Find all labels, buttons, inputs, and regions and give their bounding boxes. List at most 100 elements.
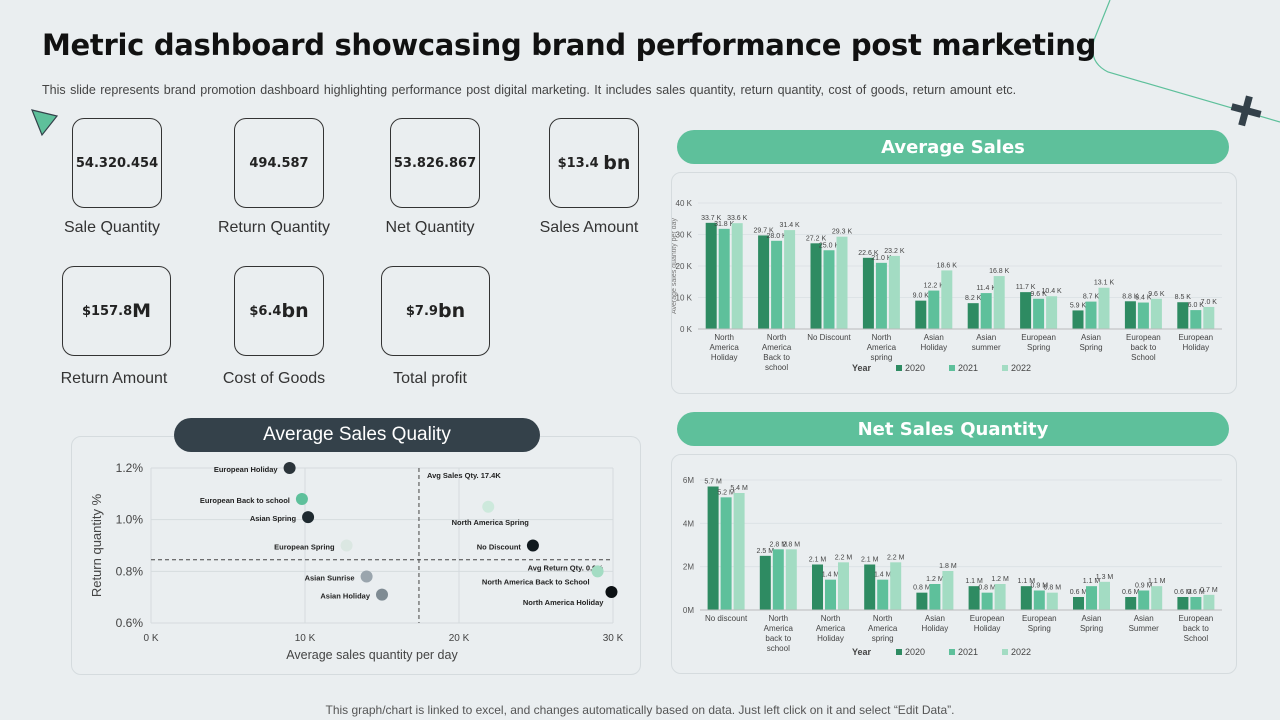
legend-title: Year (852, 363, 872, 373)
legend-swatch-2021 (949, 649, 955, 655)
x-tick-label: America (710, 343, 740, 352)
x-tick-label: North (873, 614, 893, 623)
legend-title: Year (852, 647, 872, 657)
x-tick-label: 10 K (295, 633, 316, 644)
bar-2022 (1046, 296, 1058, 329)
x-tick-label: Holiday (711, 353, 738, 362)
bar-2020 (1177, 597, 1189, 610)
x-tick-label: Spring (1027, 343, 1050, 352)
bar-data-label: 1.1 M (1018, 578, 1036, 585)
scatter-point-label: European Back to school (200, 496, 290, 505)
kpi-return-quantity-value: 494.587 (249, 155, 309, 171)
kpi-total-profit-label: Total profit (393, 370, 467, 387)
x-tick-label: 0 K (143, 633, 158, 644)
x-tick-label: Asian (925, 614, 945, 623)
bar-data-label: 2.2 M (835, 554, 853, 561)
bar-2021 (1086, 586, 1097, 610)
scatter-point-label: European Spring (274, 543, 335, 552)
bar-data-label: 25.0 K (819, 242, 840, 249)
bar-data-label: 31.4 K (779, 222, 800, 229)
x-tick-label: Asian (924, 333, 944, 342)
bar-data-label: 29.3 K (832, 229, 853, 236)
bar-2022 (733, 493, 745, 610)
y-tick-label: 40 K (676, 199, 693, 208)
bar-data-label: 11.7 K (1016, 284, 1036, 291)
bar-data-label: 0.6 M (1174, 589, 1192, 596)
bar-2022 (993, 276, 1005, 329)
bar-2020 (1177, 302, 1189, 329)
bar-data-label: 1.2 M (926, 576, 944, 583)
bar-2020 (915, 300, 927, 329)
kpi-sales-amount-unit: bn (603, 152, 631, 174)
legend-label-2020: 2020 (905, 647, 925, 657)
kpi-sales-amount-box: $13.4 bn (549, 118, 639, 208)
kpi-total-profit-unit: bn (437, 300, 466, 322)
kpi-sale-quantity-value: 54.320.454 (75, 155, 159, 171)
scatter-point (340, 539, 353, 552)
legend-label-2022: 2022 (1011, 363, 1031, 373)
x-tick-label: Holiday (920, 343, 947, 352)
x-tick-label: 30 K (603, 633, 624, 644)
bar-data-label: 5.7 M (704, 479, 722, 486)
x-tick-label: school (765, 363, 788, 372)
decorative-corner-lines (1092, 0, 1280, 123)
y-axis-label: Return quantity % (89, 493, 104, 597)
kpi-net-quantity-label: Net Quantity (385, 219, 475, 236)
bar-data-label: 29.7 K (753, 227, 774, 234)
kpi-sale-quantity-box: 54.320.454 (72, 118, 162, 208)
x-tick-label: North (714, 333, 734, 342)
bar-data-label: 5.9 K (1070, 302, 1087, 309)
scatter-point-label: North America Back to School (482, 577, 590, 586)
bar-data-label: 6.0 K (1188, 302, 1205, 309)
bar-data-label: 5.2 M (717, 489, 735, 496)
footer-note: This graph/chart is linked to excel, and… (325, 703, 955, 717)
kpi-return-amount-value: $157.8 (81, 303, 133, 319)
bar-2021 (1033, 298, 1045, 329)
bar-data-label: 1.2 M (991, 576, 1009, 583)
x-tick-label: Summer (1129, 624, 1160, 633)
bar-data-label: 9.6 K (1030, 291, 1047, 298)
kpi-return-quantity-label: Return Quantity (217, 219, 331, 236)
scatter-point (376, 588, 388, 601)
x-tick-label: summer (972, 343, 1001, 352)
bar-2020 (1072, 310, 1084, 329)
bar-2021 (718, 228, 730, 329)
bar-data-label: 1.1 M (1148, 578, 1166, 585)
bar-2021 (771, 240, 783, 329)
kpi-total-profit-box: $7.9 bn (381, 266, 490, 356)
bar-data-label: 31.8 K (714, 221, 735, 228)
scatter-point-label: Asian Holiday (320, 592, 370, 601)
kpi-net-quantity-box: 53.826.867 (390, 118, 480, 208)
legend-label-2022: 2022 (1011, 647, 1031, 657)
bar-2021 (1190, 310, 1202, 329)
bar-data-label: 0.6 M (1070, 589, 1088, 596)
bar-2022 (994, 584, 1006, 610)
x-tick-label: North (872, 333, 892, 342)
bar-data-label: 28.0 K (766, 233, 787, 240)
bar-data-label: 16.8 K (989, 268, 1010, 275)
x-tick-label: European (1022, 614, 1057, 623)
kpi-return-amount-label: Return Amount (60, 370, 168, 387)
bar-2020 (707, 486, 719, 610)
bar-2020 (1020, 292, 1032, 329)
x-tick-label: European (970, 614, 1005, 623)
x-tick-label: No discount (705, 614, 748, 623)
bar-data-label: 21.0 K (871, 255, 892, 262)
bar-2020 (1020, 586, 1032, 610)
scatter-point (482, 500, 495, 513)
bar-data-label: 7.0 K (1201, 299, 1218, 306)
kpi-sale-quantity-label: Sale Quantity (63, 219, 161, 236)
bar-2021 (1137, 302, 1149, 329)
x-tick-label: North (769, 614, 789, 623)
bar-data-label: 0.9 M (1135, 583, 1153, 590)
scatter-point (302, 511, 315, 524)
bar-2022 (890, 562, 902, 610)
scatter-point (605, 586, 618, 598)
bar-data-label: 8.5 K (1175, 294, 1192, 301)
kpi-return-amount-unit: M (132, 300, 152, 322)
y-axis-label: Average sales quantity per day (672, 218, 678, 314)
bar-2021 (877, 579, 889, 610)
bar-2022 (1203, 306, 1215, 329)
bar-data-label: 2.1 M (861, 557, 879, 564)
